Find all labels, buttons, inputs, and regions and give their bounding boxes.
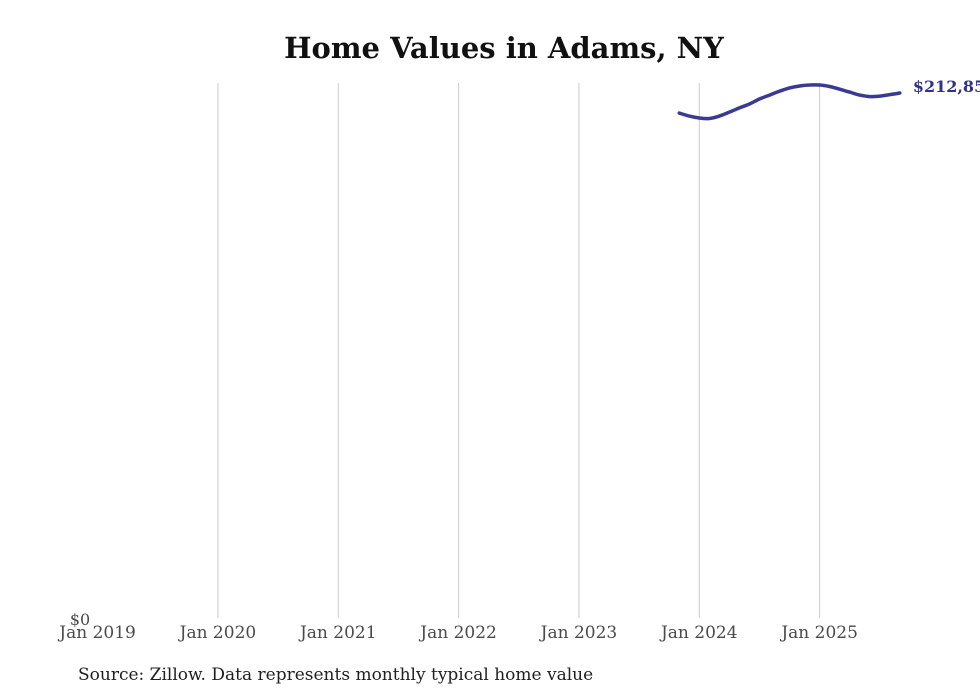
x-axis-label: Jan 2021 — [299, 623, 377, 643]
x-axis-label: Jan 2020 — [179, 623, 257, 643]
chart-title: Home Values in Adams, NY — [284, 31, 724, 65]
end-value-label: $212,85 — [912, 77, 980, 96]
y-axis-zero-label: $0 — [69, 610, 91, 629]
x-axis-label: Jan 2019 — [59, 623, 136, 643]
series-line — [677, 83, 902, 121]
x-axis-label: Jan 2025 — [781, 623, 858, 643]
x-axis-label: Jan 2022 — [420, 623, 497, 643]
x-axis-label: Jan 2023 — [540, 623, 618, 643]
source-note: Source: Zillow. Data represents monthly … — [78, 665, 594, 685]
x-axis-label: Jan 2024 — [660, 623, 738, 643]
